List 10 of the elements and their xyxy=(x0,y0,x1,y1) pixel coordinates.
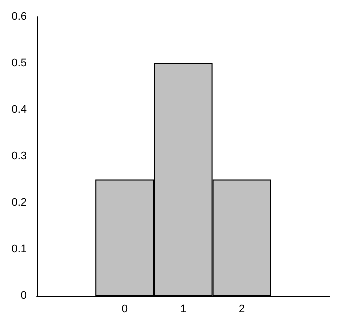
x-tick-label: 0 xyxy=(122,304,128,316)
x-tick-label: 2 xyxy=(239,304,246,316)
y-tick-label: 0 xyxy=(20,290,27,302)
y-tick-label: 0.1 xyxy=(12,244,27,256)
y-tick-label: 0.3 xyxy=(12,150,27,162)
y-tick-label: 0.4 xyxy=(12,104,27,116)
y-tick-label: 0.6 xyxy=(12,11,27,23)
y-tick-label: 0.2 xyxy=(12,197,27,209)
x-tick-label: 1 xyxy=(180,304,187,316)
y-tick-label: 0.5 xyxy=(12,58,27,70)
